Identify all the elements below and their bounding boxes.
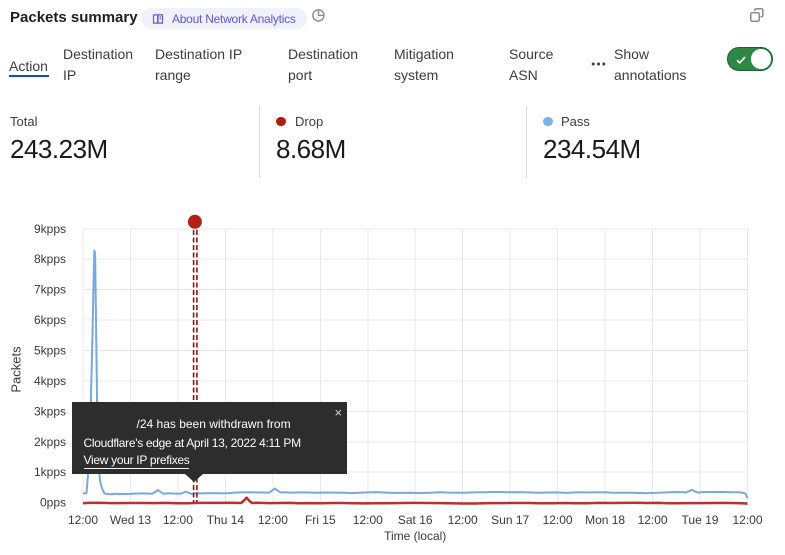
- svg-text:Packets: Packets: [9, 346, 24, 393]
- svg-text:Thu 14: Thu 14: [207, 513, 245, 527]
- svg-text:12:00: 12:00: [353, 513, 383, 527]
- svg-text:1kpps: 1kpps: [34, 465, 66, 479]
- svg-text:5kpps: 5kpps: [34, 344, 66, 358]
- svg-text:12:00: 12:00: [68, 513, 98, 527]
- svg-text:12:00: 12:00: [732, 513, 762, 527]
- svg-text:3kpps: 3kpps: [34, 404, 66, 418]
- svg-text:12:00: 12:00: [258, 513, 288, 527]
- svg-text:4kpps: 4kpps: [34, 374, 66, 388]
- svg-text:Time (local): Time (local): [384, 529, 446, 543]
- svg-text:Fri 15: Fri 15: [305, 513, 336, 527]
- svg-text:Sat 16: Sat 16: [398, 513, 433, 527]
- svg-text:12:00: 12:00: [638, 513, 668, 527]
- svg-text:12:00: 12:00: [163, 513, 193, 527]
- svg-text:12:00: 12:00: [448, 513, 478, 527]
- svg-text:Mon 18: Mon 18: [585, 513, 625, 527]
- svg-text:0pps: 0pps: [40, 496, 66, 510]
- svg-text:2kpps: 2kpps: [34, 435, 66, 449]
- svg-text:6kpps: 6kpps: [34, 313, 66, 327]
- svg-text:7kpps: 7kpps: [34, 283, 66, 297]
- svg-text:Sun 17: Sun 17: [491, 513, 529, 527]
- svg-text:12:00: 12:00: [543, 513, 573, 527]
- svg-text:Tue 19: Tue 19: [682, 513, 719, 527]
- svg-text:9kpps: 9kpps: [34, 222, 66, 236]
- svg-text:Wed 13: Wed 13: [110, 513, 151, 527]
- svg-text:8kpps: 8kpps: [34, 252, 66, 266]
